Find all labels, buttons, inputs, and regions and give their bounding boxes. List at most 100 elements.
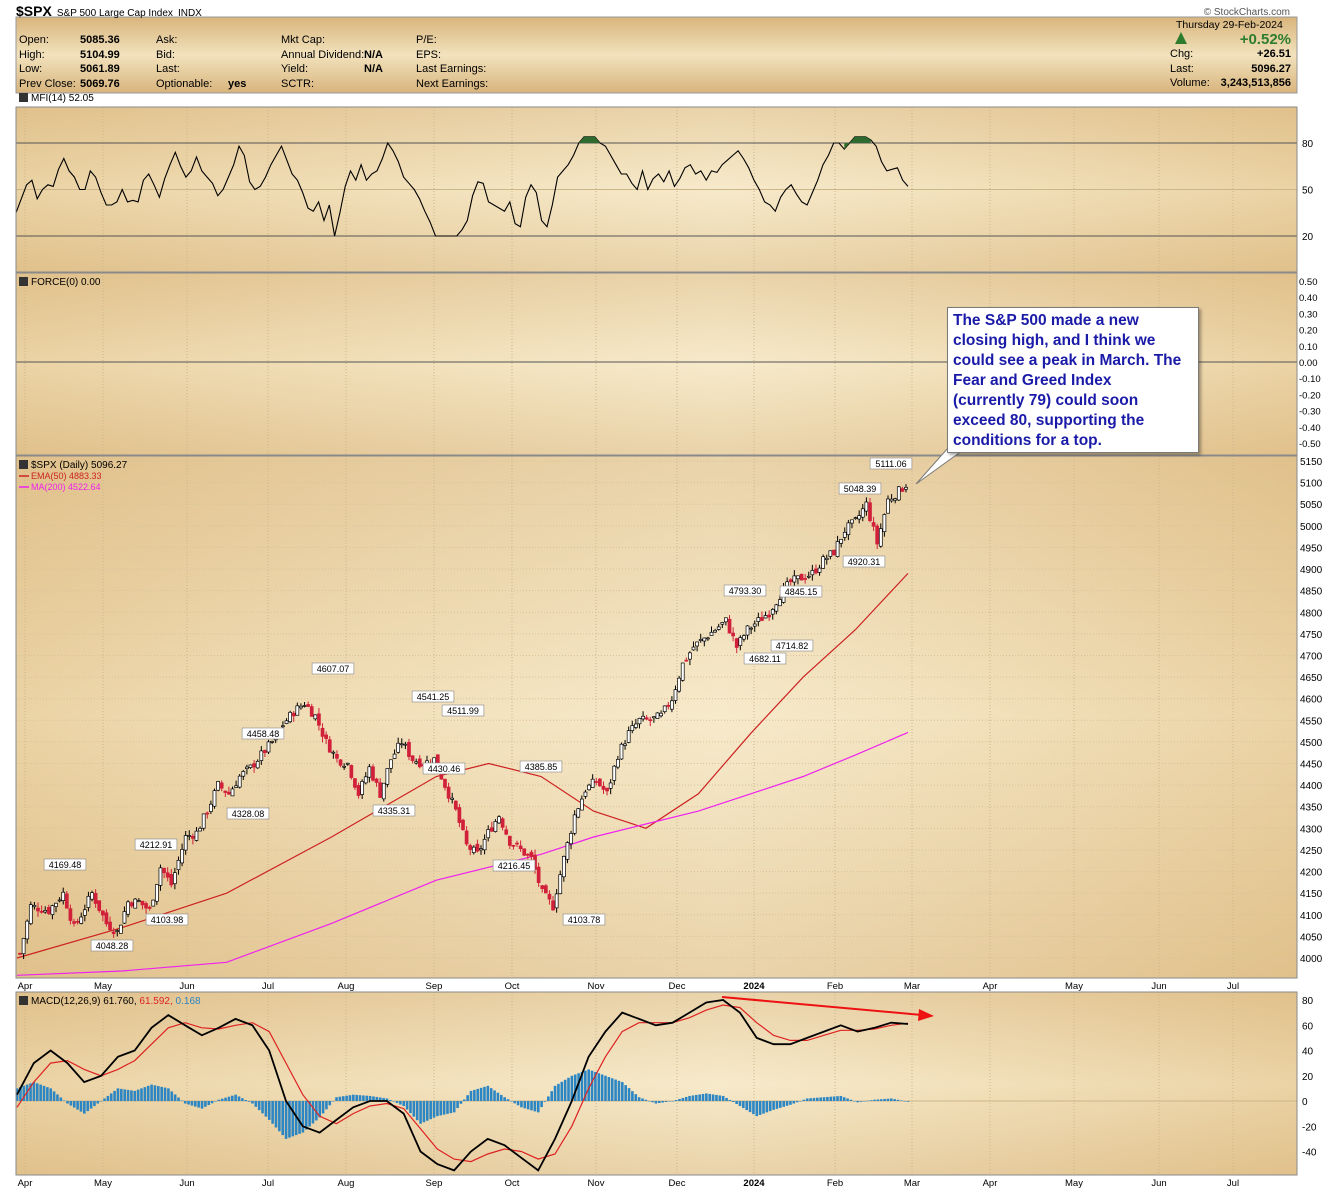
force-panel-icon xyxy=(19,277,28,286)
macd-histogram-bar xyxy=(257,1101,261,1111)
macd-histogram-bar xyxy=(543,1101,547,1102)
quote-label: Optionable: xyxy=(156,77,213,90)
y-tick-label: 20 xyxy=(1302,1072,1314,1083)
macd-histogram-bar xyxy=(829,1096,833,1101)
y-tick-label: 4150 xyxy=(1300,889,1323,900)
candle-body xyxy=(216,781,220,791)
macd-histogram-bar xyxy=(822,1097,826,1101)
macd-histogram-bar xyxy=(610,1078,614,1101)
x-tick-label: Aug xyxy=(338,981,355,992)
candle-body xyxy=(75,921,80,923)
macd-histogram-bar xyxy=(190,1101,194,1106)
quote-value: +26.51 xyxy=(1257,48,1291,60)
candle-body xyxy=(853,517,858,519)
price-label: 4845.15 xyxy=(785,587,818,597)
candle-body xyxy=(129,902,134,907)
macd-histogram-bar xyxy=(634,1094,638,1101)
x-tick-label: 2024 xyxy=(743,1178,765,1189)
quote-label: Next Earnings: xyxy=(416,77,489,90)
macd-histogram-bar xyxy=(355,1094,358,1101)
macd-histogram-bar xyxy=(183,1101,187,1104)
candle-body xyxy=(691,646,696,651)
candle-body xyxy=(569,833,573,845)
candle-body xyxy=(889,498,894,502)
macd-histogram-bar xyxy=(513,1101,517,1104)
macd-histogram-bar xyxy=(244,1099,248,1101)
price-label-box xyxy=(226,807,270,820)
macd-histogram-bar xyxy=(654,1101,658,1104)
macd-histogram-bar xyxy=(869,1100,873,1101)
macd-histogram-bar xyxy=(533,1101,537,1112)
candle-body xyxy=(673,689,678,701)
quote-value: 5104.99 xyxy=(80,48,120,61)
candle-body xyxy=(561,856,566,878)
macd-histogram-bar xyxy=(752,1101,755,1115)
candle-body xyxy=(93,892,98,904)
macd-histogram-bar xyxy=(446,1101,449,1114)
x-tick-label: Jun xyxy=(1151,981,1166,992)
candle-body xyxy=(680,662,685,681)
macd-histogram-bar xyxy=(42,1085,46,1101)
macd-histogram-bar xyxy=(799,1101,802,1102)
quote-value: N/A xyxy=(364,63,383,75)
candle-body xyxy=(155,884,159,902)
callout-pointer xyxy=(915,448,967,485)
candle-body xyxy=(850,519,854,524)
macd-histogram-bar xyxy=(267,1101,271,1120)
candle-body xyxy=(227,791,231,795)
macd-histogram-bar xyxy=(204,1101,207,1107)
candle-body xyxy=(832,549,836,556)
macd-histogram-bar xyxy=(271,1101,274,1124)
candle-body xyxy=(684,659,689,662)
candle-body xyxy=(608,782,613,789)
candle-body xyxy=(882,514,887,533)
candle-body xyxy=(353,778,357,788)
y-tick-label: 4600 xyxy=(1300,695,1323,706)
macd-histogram-bar xyxy=(194,1101,197,1107)
candle-body xyxy=(25,920,30,940)
candle-body xyxy=(252,763,256,768)
price-label-box xyxy=(723,584,767,597)
macd-histogram-bar xyxy=(52,1091,56,1101)
quote-value: 5085.36 xyxy=(80,34,120,46)
macd-histogram-bar xyxy=(76,1101,79,1110)
candle-body xyxy=(165,872,170,878)
y-tick-label: 60 xyxy=(1302,1021,1314,1032)
macd-histogram-bar xyxy=(46,1087,49,1101)
x-tick-label: Nov xyxy=(588,981,605,992)
candle-body xyxy=(169,874,174,886)
y-tick-label: 5000 xyxy=(1300,522,1323,533)
candle-body xyxy=(507,835,512,846)
mfi-panel-border xyxy=(15,106,1298,273)
candle-body xyxy=(313,714,318,720)
quote-value: 3,243,513,856 xyxy=(1220,77,1291,89)
macd-histogram-bar xyxy=(896,1099,900,1101)
x-tick-label: Jul xyxy=(262,981,274,992)
macd-histogram-bar xyxy=(873,1099,876,1101)
candle-body xyxy=(778,599,782,607)
candle-body xyxy=(900,488,905,492)
macd-panel-icon xyxy=(19,996,28,1005)
y-tick-label: 5100 xyxy=(1300,479,1323,490)
candle-body xyxy=(209,803,213,812)
x-tick-label: Apr xyxy=(18,981,33,992)
candle-body xyxy=(590,778,595,788)
candle-body xyxy=(443,778,447,788)
macd-histogram-bar xyxy=(849,1099,853,1101)
candle-body xyxy=(137,900,141,902)
x-tick-label: Jun xyxy=(179,1178,194,1189)
quote-label: Low: xyxy=(19,63,43,75)
price-label-box xyxy=(43,858,87,871)
y-tick-label: 40 xyxy=(1302,1047,1314,1058)
macd-histogram-bar xyxy=(577,1073,580,1101)
mfi-line xyxy=(15,136,909,237)
macd-histogram-bar xyxy=(637,1097,641,1101)
price-label-box xyxy=(90,939,134,952)
quote-label: High: xyxy=(19,48,45,61)
y-tick-label: -0.30 xyxy=(1299,407,1321,418)
macd-histogram-bar xyxy=(177,1097,180,1101)
macd-histogram-bar xyxy=(83,1101,86,1114)
macd-histogram-bar xyxy=(893,1099,896,1101)
macd-histogram-bar xyxy=(160,1086,163,1101)
macd-histogram-bar xyxy=(748,1101,752,1113)
